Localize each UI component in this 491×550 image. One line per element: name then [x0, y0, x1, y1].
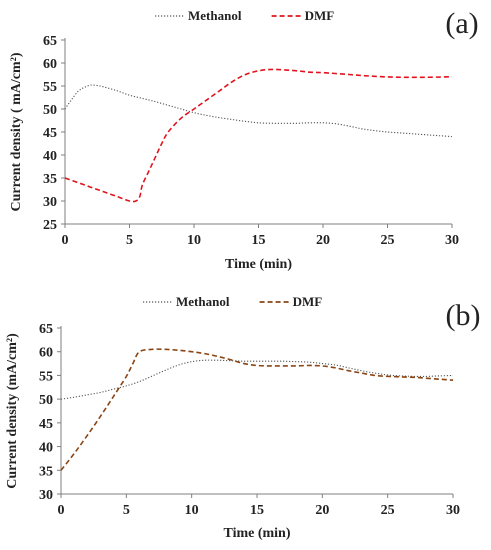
panel-b-y-tick-label: 35 [39, 464, 53, 479]
panel-a-y-tick-label: 55 [43, 80, 57, 95]
panel-b-chart: 30 35 40 45 50 55 60 65 0 5 10 15 20 25 30 Time (min) Cu… [5, 294, 480, 541]
panel-a-x-tick-label: 5 [126, 233, 133, 248]
panel-a-x-tick-label: 30 [445, 233, 459, 248]
panel-b-series-methanol-line [60, 359, 454, 400]
panel-b-y-axis-title: Current density (mA/cm²) [5, 333, 20, 489]
panel-a-y-tick-label: 65 [43, 34, 57, 49]
panel-a-chart: 25 30 35 40 45 50 55 60 65 0 5 10 15 20 25 30 Time (min)… [9, 7, 479, 272]
panel-b-y-tick-label: 40 [39, 441, 53, 456]
panel-b-x-tick-label: 30 [446, 503, 460, 518]
panel-a-y-tick-label: 50 [43, 103, 57, 118]
panel-b-legend-dmf-label: DMF [293, 294, 323, 309]
panel-b-series-dmf-line [60, 348, 454, 471]
panel-b-y-tick-label: 60 [39, 346, 53, 361]
panel-b-x-tick-label: 25 [381, 503, 395, 518]
panel-a-y-tick-label: 35 [43, 172, 57, 187]
panel-a-y-tick-label: 45 [43, 126, 57, 141]
panel-b-y-tick-label: 45 [39, 417, 53, 432]
panel-b-y-tick-label: 65 [39, 322, 53, 337]
panel-b-x-tick-label: 10 [185, 503, 199, 518]
panel-a-series-methanol-line [64, 84, 453, 138]
panel-a-x-tick-label: 15 [252, 233, 266, 248]
panel-b-x-tick-label: 0 [58, 503, 65, 518]
panel-a-y-tick-label: 30 [43, 195, 57, 210]
panel-a-y-tick-label: 25 [43, 218, 57, 233]
panel-a-y-tick-label: 40 [43, 149, 57, 164]
panel-a-legend-methanol-label: Methanol [188, 8, 242, 23]
panel-a-y-tick-label: 60 [43, 57, 57, 72]
panel-a-y-axis-title: Current density ( mA/cm²) [9, 52, 24, 211]
panel-a-legend-dmf-label: DMF [305, 8, 335, 23]
panel-b-y-tick-label: 50 [39, 393, 53, 408]
panel-b-panel-label: (b) [446, 299, 481, 332]
panel-b-y-tick-label: 55 [39, 369, 53, 384]
panel-b-legend-methanol-label: Methanol [176, 294, 230, 309]
panel-b-x-tick-label: 5 [123, 503, 130, 518]
panel-b-x-tick-label: 15 [250, 503, 264, 518]
panel-a-x-tick-label: 0 [62, 233, 69, 248]
panel-a-x-axis-title: Time (min) [225, 257, 292, 272]
panel-a-x-tick-label: 20 [316, 233, 330, 248]
panel-b-x-tick-label: 20 [315, 503, 329, 518]
panel-a-series-dmf-line [64, 68, 453, 203]
panel-b-y-tick-label: 30 [39, 488, 53, 503]
panel-a-x-tick-label: 25 [381, 233, 395, 248]
panel-a-x-tick-label: 10 [187, 233, 201, 248]
panel-a-panel-label: (a) [445, 7, 478, 40]
panel-b-x-axis-title: Time (min) [223, 526, 290, 541]
